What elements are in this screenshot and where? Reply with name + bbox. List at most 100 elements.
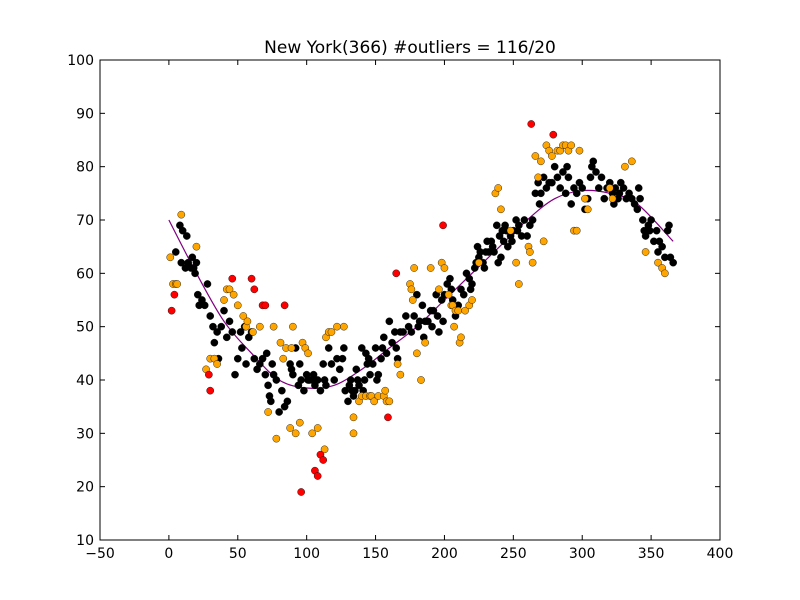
outlier-point bbox=[233, 301, 242, 310]
extreme-point bbox=[250, 285, 259, 294]
normal-point bbox=[669, 258, 677, 267]
outlier-point bbox=[526, 248, 534, 256]
normal-point bbox=[194, 290, 202, 299]
y-tick-label: 40 bbox=[76, 373, 94, 389]
outlier-point bbox=[243, 317, 252, 326]
outlier-point bbox=[239, 312, 248, 320]
outlier-point bbox=[269, 322, 278, 331]
outlier-point bbox=[289, 322, 297, 331]
normal-point bbox=[578, 184, 587, 192]
outlier-point bbox=[475, 258, 483, 267]
outlier-point bbox=[512, 258, 520, 267]
outlier-point bbox=[385, 397, 394, 406]
x-tick-label: 300 bbox=[569, 546, 596, 562]
normal-point bbox=[278, 386, 286, 395]
outlier-point bbox=[515, 280, 523, 288]
outlier-point bbox=[608, 194, 617, 203]
outlier-point bbox=[327, 328, 336, 336]
outlier-point bbox=[279, 354, 288, 363]
normal-point bbox=[222, 333, 231, 342]
normal-point bbox=[374, 370, 383, 379]
extreme-point bbox=[392, 269, 401, 278]
normal-point bbox=[382, 349, 391, 358]
normal-point bbox=[360, 376, 369, 384]
outlier-point bbox=[249, 328, 257, 336]
extreme-point bbox=[439, 221, 447, 230]
normal-point bbox=[515, 221, 523, 230]
normal-point bbox=[413, 290, 421, 299]
normal-point bbox=[428, 322, 436, 331]
normal-point bbox=[228, 328, 237, 336]
outlier-point bbox=[661, 269, 669, 278]
normal-point bbox=[182, 232, 191, 240]
outlier-point bbox=[396, 370, 405, 379]
outlier-point bbox=[276, 338, 285, 347]
plot-frame bbox=[99, 59, 721, 541]
normal-point bbox=[264, 381, 272, 390]
outlier-point bbox=[256, 322, 264, 331]
outlier-point bbox=[548, 152, 556, 160]
extreme-point bbox=[206, 386, 215, 395]
normal-point bbox=[261, 370, 270, 379]
outlier-point bbox=[229, 290, 238, 299]
normal-point bbox=[645, 226, 654, 235]
normal-point bbox=[535, 200, 544, 208]
x-tick-label: 400 bbox=[707, 546, 734, 562]
normal-point bbox=[597, 173, 606, 182]
normal-point bbox=[268, 360, 277, 368]
normal-point bbox=[559, 168, 567, 176]
x-tick-label: 0 bbox=[164, 546, 173, 562]
normal-point bbox=[352, 365, 361, 374]
outlier-point bbox=[272, 434, 281, 443]
outlier-point bbox=[440, 264, 449, 272]
outlier-point bbox=[295, 418, 304, 427]
normal-point bbox=[220, 306, 228, 315]
normal-point bbox=[206, 312, 215, 320]
normal-point bbox=[371, 344, 380, 352]
outlier-point bbox=[506, 226, 515, 235]
ticks-layer: −50 0 50 100 150 200 250 300 350 400 10 20 30 40 50 60 7… bbox=[67, 53, 733, 562]
normal-point bbox=[647, 216, 655, 224]
extreme-point bbox=[280, 301, 289, 310]
normal-point bbox=[480, 264, 489, 272]
outlier-point bbox=[641, 248, 650, 256]
normal-point bbox=[330, 376, 339, 384]
normal-point bbox=[346, 376, 355, 384]
outlier-point bbox=[531, 152, 540, 160]
normal-point bbox=[210, 338, 219, 347]
normal-point bbox=[639, 216, 647, 224]
normal-point bbox=[192, 258, 201, 267]
outlier-point bbox=[225, 285, 234, 294]
normal-point bbox=[385, 317, 394, 326]
normal-point bbox=[309, 370, 318, 379]
outlier-point bbox=[381, 386, 390, 395]
normal-point bbox=[355, 381, 363, 390]
normal-point bbox=[300, 386, 308, 395]
outlier-point bbox=[494, 184, 502, 192]
extreme-point bbox=[170, 290, 179, 299]
normal-point bbox=[561, 189, 570, 198]
normal-point bbox=[600, 194, 609, 203]
normal-point bbox=[209, 322, 217, 331]
normal-point bbox=[490, 248, 498, 256]
outlier-point bbox=[349, 429, 358, 438]
normal-point bbox=[364, 354, 373, 363]
y-tick-label: 100 bbox=[67, 53, 94, 69]
outlier-point bbox=[313, 424, 322, 432]
normal-point bbox=[508, 237, 516, 246]
normal-point bbox=[316, 386, 325, 395]
normal-point bbox=[418, 301, 427, 310]
outlier-point bbox=[192, 242, 201, 251]
extreme-point bbox=[205, 370, 213, 379]
outlier-point bbox=[444, 290, 453, 299]
normal-point bbox=[564, 173, 573, 182]
normal-point bbox=[313, 376, 322, 384]
extreme-point bbox=[384, 413, 392, 422]
points-layer bbox=[166, 120, 677, 496]
y-tick-label: 60 bbox=[76, 266, 94, 282]
outlier-point bbox=[333, 322, 341, 331]
normal-point bbox=[324, 344, 333, 352]
extreme-point bbox=[297, 488, 305, 496]
outlier-point bbox=[410, 264, 418, 272]
y-tick-label: 50 bbox=[76, 320, 94, 336]
